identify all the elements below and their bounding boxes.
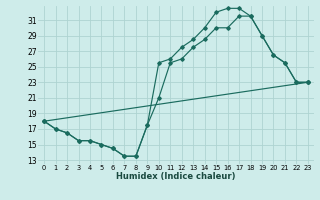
X-axis label: Humidex (Indice chaleur): Humidex (Indice chaleur) [116, 172, 236, 181]
